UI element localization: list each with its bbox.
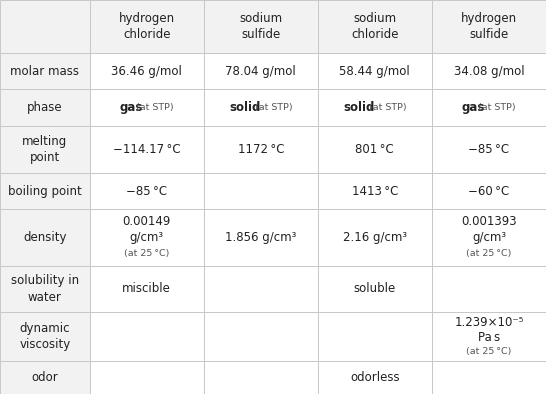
Text: 36.46 g/mol: 36.46 g/mol <box>111 65 182 78</box>
Text: soluble: soluble <box>354 282 396 296</box>
Bar <box>0 53 90 89</box>
Text: hydrogen
sulfide: hydrogen sulfide <box>461 12 517 41</box>
Bar <box>90 361 204 394</box>
Bar <box>432 361 546 394</box>
Text: odor: odor <box>32 371 58 384</box>
Bar <box>204 173 318 209</box>
Bar <box>90 89 204 126</box>
Bar <box>318 0 432 53</box>
Text: boiling point: boiling point <box>8 185 82 197</box>
Bar <box>318 126 432 173</box>
Text: miscible: miscible <box>122 282 171 296</box>
Text: phase: phase <box>27 101 63 114</box>
Bar <box>204 209 318 266</box>
Text: (at 25 °C): (at 25 °C) <box>466 347 512 355</box>
Bar <box>0 209 90 266</box>
Bar <box>432 89 546 126</box>
Bar <box>204 0 318 53</box>
Bar <box>318 53 432 89</box>
Text: solid: solid <box>229 101 260 114</box>
Bar <box>0 126 90 173</box>
Bar <box>204 266 318 312</box>
Text: 78.04 g/mol: 78.04 g/mol <box>225 65 296 78</box>
Text: melting
point: melting point <box>22 135 68 164</box>
Text: 801 °C: 801 °C <box>355 143 394 156</box>
Bar <box>432 53 546 89</box>
Bar <box>432 173 546 209</box>
Bar <box>204 89 318 126</box>
Bar <box>204 312 318 361</box>
Text: 0.001393: 0.001393 <box>461 215 517 228</box>
Text: 58.44 g/mol: 58.44 g/mol <box>340 65 410 78</box>
Bar <box>204 126 318 173</box>
Text: 0.00149: 0.00149 <box>122 215 171 228</box>
Text: gas: gas <box>119 101 143 114</box>
Bar <box>318 173 432 209</box>
Bar <box>90 312 204 361</box>
Text: −114.17 °C: −114.17 °C <box>113 143 181 156</box>
Bar <box>90 53 204 89</box>
Text: (at STP): (at STP) <box>366 103 406 112</box>
Text: (at 25 °C): (at 25 °C) <box>124 249 169 258</box>
Text: (at STP): (at STP) <box>475 103 516 112</box>
Bar <box>90 266 204 312</box>
Bar <box>318 312 432 361</box>
Bar <box>0 89 90 126</box>
Bar <box>432 0 546 53</box>
Text: 1172 °C: 1172 °C <box>238 143 284 156</box>
Bar <box>318 209 432 266</box>
Text: solid: solid <box>343 101 375 114</box>
Text: sodium
sulfide: sodium sulfide <box>239 12 282 41</box>
Bar <box>432 266 546 312</box>
Bar <box>90 209 204 266</box>
Text: sodium
chloride: sodium chloride <box>351 12 399 41</box>
Text: (at 25 °C): (at 25 °C) <box>466 249 512 258</box>
Text: 1413 °C: 1413 °C <box>352 185 398 197</box>
Bar <box>432 209 546 266</box>
Text: odorless: odorless <box>350 371 400 384</box>
Bar <box>0 0 90 53</box>
Bar <box>90 0 204 53</box>
Text: (at STP): (at STP) <box>252 103 292 112</box>
Text: 1.856 g/cm³: 1.856 g/cm³ <box>225 231 296 244</box>
Bar <box>432 126 546 173</box>
Text: solubility in
water: solubility in water <box>11 274 79 304</box>
Text: 34.08 g/mol: 34.08 g/mol <box>454 65 524 78</box>
Bar <box>318 89 432 126</box>
Bar <box>318 266 432 312</box>
Text: hydrogen
chloride: hydrogen chloride <box>118 12 175 41</box>
Bar <box>318 361 432 394</box>
Bar <box>204 53 318 89</box>
Text: 2.16 g/cm³: 2.16 g/cm³ <box>343 231 407 244</box>
Text: 1.239×10⁻⁵: 1.239×10⁻⁵ <box>454 316 524 329</box>
Text: g/cm³: g/cm³ <box>472 231 506 244</box>
Bar <box>0 173 90 209</box>
Bar <box>432 312 546 361</box>
Text: (at STP): (at STP) <box>133 103 174 112</box>
Bar <box>90 126 204 173</box>
Text: Pa s: Pa s <box>478 331 500 344</box>
Text: density: density <box>23 231 67 244</box>
Text: gas: gas <box>461 101 485 114</box>
Text: −60 °C: −60 °C <box>468 185 509 197</box>
Bar <box>204 361 318 394</box>
Bar <box>90 173 204 209</box>
Text: g/cm³: g/cm³ <box>129 231 164 244</box>
Text: molar mass: molar mass <box>10 65 79 78</box>
Bar <box>0 361 90 394</box>
Text: −85 °C: −85 °C <box>468 143 509 156</box>
Bar <box>0 266 90 312</box>
Text: dynamic
viscosity: dynamic viscosity <box>19 322 70 351</box>
Bar <box>0 312 90 361</box>
Text: −85 °C: −85 °C <box>126 185 167 197</box>
